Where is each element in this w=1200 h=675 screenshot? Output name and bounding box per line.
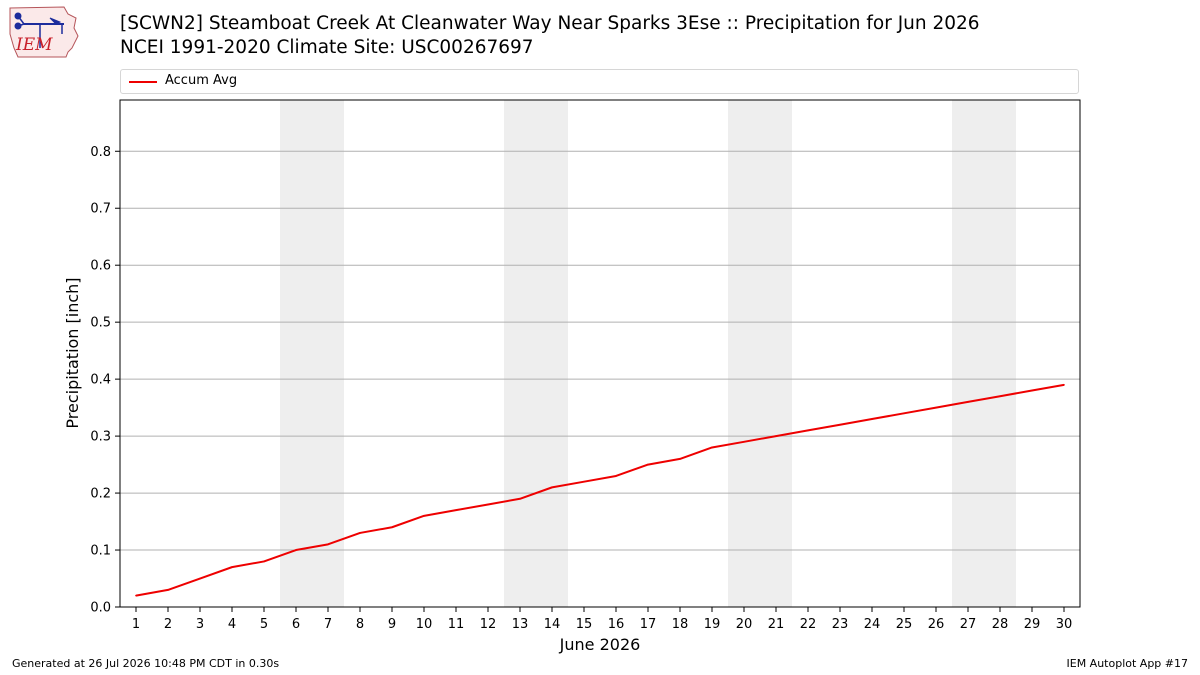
data-point bbox=[615, 475, 617, 477]
x-tick-label: 19 bbox=[704, 617, 721, 632]
data-point bbox=[295, 549, 297, 551]
weather-station-icon bbox=[14, 12, 64, 48]
data-point bbox=[839, 423, 841, 426]
x-tick-label: 1 bbox=[132, 617, 140, 632]
y-axis-title: Precipitation [inch] bbox=[63, 277, 82, 428]
chart-title-line2: NCEI 1991-2020 Climate Site: USC00267697 bbox=[120, 37, 534, 58]
x-tick-label: 11 bbox=[448, 617, 465, 632]
weekend-band-2 bbox=[504, 100, 568, 607]
data-point bbox=[903, 412, 905, 415]
x-tick-label: 7 bbox=[324, 617, 332, 632]
x-tick-label: 22 bbox=[800, 617, 817, 632]
data-point bbox=[327, 543, 329, 546]
y-tick-label: 0.2 bbox=[90, 487, 111, 502]
legend-label: Accum Avg bbox=[165, 73, 238, 88]
data-point bbox=[551, 486, 553, 489]
series-line-accum-avg bbox=[135, 383, 1065, 597]
y-tick-label: 0.6 bbox=[90, 259, 111, 274]
weekend-band-3 bbox=[728, 100, 792, 607]
x-tick-label: 6 bbox=[292, 617, 300, 632]
footer-app: IEM Autoplot App #17 bbox=[1066, 657, 1189, 670]
y-tick-label: 0.5 bbox=[90, 316, 111, 331]
x-tick-label: 12 bbox=[480, 617, 497, 632]
x-tick-label: 16 bbox=[608, 617, 625, 632]
data-point bbox=[711, 446, 713, 449]
y-tick-label: 0.7 bbox=[90, 202, 111, 217]
data-point bbox=[775, 435, 777, 437]
data-point bbox=[167, 589, 169, 591]
data-point bbox=[135, 594, 137, 597]
x-tick-label: 25 bbox=[896, 617, 913, 632]
x-tick-label: 21 bbox=[768, 617, 785, 632]
data-point bbox=[871, 418, 873, 420]
y-tick-label: 0.8 bbox=[90, 145, 111, 160]
chart-title-line1: [SCWN2] Steamboat Creek At Cleanwater Wa… bbox=[120, 13, 980, 34]
data-point bbox=[935, 406, 937, 409]
data-point bbox=[231, 566, 233, 568]
data-point bbox=[519, 497, 521, 500]
y-tick-label: 0.4 bbox=[90, 373, 111, 388]
x-tick-label: 27 bbox=[960, 617, 977, 632]
legend: Accum Avg bbox=[120, 69, 1079, 94]
x-tick-label: 3 bbox=[196, 617, 204, 632]
data-point bbox=[199, 577, 201, 580]
weekend-bands bbox=[280, 100, 1016, 607]
x-tick-label: 9 bbox=[388, 617, 396, 632]
footer-generated: Generated at 26 Jul 2026 10:48 PM CDT in… bbox=[12, 657, 280, 670]
data-point bbox=[967, 401, 969, 403]
data-point bbox=[807, 429, 809, 432]
data-point bbox=[487, 503, 489, 506]
x-tick-label: 17 bbox=[640, 617, 657, 632]
weekend-band-1 bbox=[280, 100, 344, 607]
x-tick-label: 13 bbox=[512, 617, 529, 632]
data-point bbox=[679, 458, 681, 460]
data-point bbox=[391, 526, 393, 529]
series-layer bbox=[135, 383, 1065, 597]
y-tick-label: 0.1 bbox=[90, 544, 111, 559]
legend-line-swatch bbox=[129, 81, 157, 83]
x-tick-label: 24 bbox=[864, 617, 881, 632]
data-point bbox=[359, 532, 361, 534]
data-point bbox=[999, 395, 1001, 398]
x-tick-label: 29 bbox=[1024, 617, 1041, 632]
y-tick-label: 0.3 bbox=[90, 430, 111, 445]
x-tick-label: 10 bbox=[416, 617, 433, 632]
x-axis: 1 2 3 4 5 6 7 8 9 10 11 12 13 14 15 16 17 18 19 20 21 22 23 24 2… bbox=[132, 607, 1072, 632]
data-point bbox=[743, 440, 745, 443]
x-tick-label: 20 bbox=[736, 617, 753, 632]
iem-logo-text: IEM bbox=[15, 35, 53, 55]
x-tick-label: 8 bbox=[356, 617, 364, 632]
data-point bbox=[455, 509, 457, 511]
data-point bbox=[1063, 384, 1065, 386]
x-tick-label: 28 bbox=[992, 617, 1009, 632]
x-tick-label: 4 bbox=[228, 617, 236, 632]
iem-logo: IEM bbox=[9, 6, 79, 58]
x-tick-label: 23 bbox=[832, 617, 849, 632]
x-tick-label: 30 bbox=[1056, 617, 1073, 632]
x-tick-label: 2 bbox=[164, 617, 172, 632]
grid-lines bbox=[120, 150, 1080, 608]
x-tick-label: 15 bbox=[576, 617, 593, 632]
data-point bbox=[583, 480, 585, 483]
data-point bbox=[1031, 389, 1033, 392]
data-point bbox=[423, 515, 425, 517]
x-tick-label: 18 bbox=[672, 617, 689, 632]
x-tick-label: 26 bbox=[928, 617, 945, 632]
data-point bbox=[263, 560, 265, 563]
chart-title: [SCWN2] Steamboat Creek At Cleanwater Wa… bbox=[120, 12, 980, 60]
y-axis: 0.0 0.1 0.2 0.3 0.4 0.5 0.6 0.7 0.8 bbox=[90, 145, 120, 616]
x-tick-label: 5 bbox=[260, 617, 268, 632]
x-axis-title: June 2026 bbox=[559, 635, 641, 654]
data-point bbox=[647, 463, 649, 466]
y-tick-label: 0.0 bbox=[90, 601, 111, 616]
x-tick-label: 14 bbox=[544, 617, 561, 632]
plot-frame bbox=[119, 99, 1081, 608]
weekend-band-4 bbox=[952, 100, 1016, 607]
